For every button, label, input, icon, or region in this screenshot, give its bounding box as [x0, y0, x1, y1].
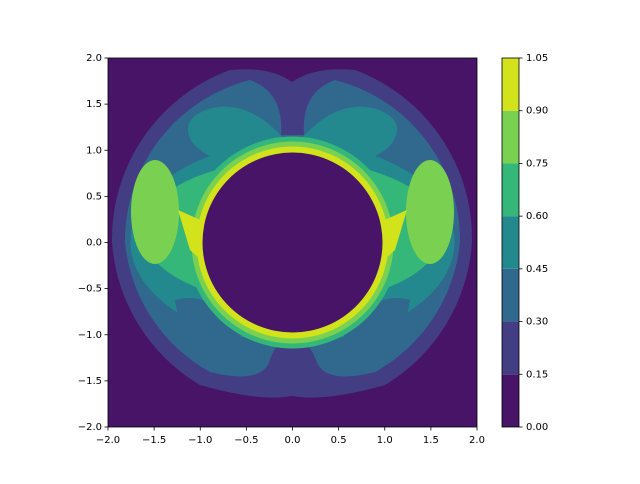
colorbar-tick-label: 0.15 [526, 369, 548, 380]
colorbar-tick-label: 0.60 [526, 211, 548, 222]
colorbar-segment [502, 110, 519, 164]
colorbar-frame [501, 57, 520, 428]
colorbar-segment [502, 216, 519, 269]
contour-field [108, 58, 477, 427]
y-tick-label: 0.0 [86, 238, 102, 249]
colorbar-tick-label: 1.05 [526, 53, 548, 64]
x-tick-label: −1.5 [142, 435, 166, 446]
x-tick-label: 0.5 [331, 435, 347, 446]
x-tick-label: −0.5 [234, 435, 258, 446]
colorbar-segment [502, 374, 519, 427]
y-tick-label: −2.0 [78, 422, 102, 433]
contour-region [131, 160, 179, 264]
colorbar-tick-label: 0.45 [526, 264, 548, 275]
colorbar-segment [502, 268, 519, 322]
y-tick-label: 2.0 [86, 53, 102, 64]
x-tick-label: 1.5 [423, 435, 439, 446]
y-tick-label: −1.0 [78, 330, 102, 341]
y-tick-label: 1.0 [86, 145, 102, 156]
colorbar-tick-label: 0.30 [526, 317, 548, 328]
x-tick-label: −2.0 [96, 435, 120, 446]
x-tick-label: −1.0 [188, 435, 212, 446]
colorbar-segment [502, 321, 519, 375]
y-tick-label: 1.5 [86, 99, 102, 110]
colorbar-tick-label: 0.00 [526, 422, 548, 433]
contour-region [202, 152, 383, 333]
contour-region [406, 160, 454, 264]
colorbar-tick-label: 0.90 [526, 106, 548, 117]
colorbar-segment [502, 58, 519, 111]
x-tick-label: 0.0 [285, 435, 301, 446]
y-tick-label: 0.5 [86, 191, 102, 202]
y-tick-label: −0.5 [78, 284, 102, 295]
x-tick-label: 2.0 [469, 435, 485, 446]
colorbar-tick-label: 0.75 [526, 158, 548, 169]
y-tick-label: −1.5 [78, 376, 102, 387]
colorbar-segment [502, 163, 519, 217]
x-tick-label: 1.0 [377, 435, 393, 446]
